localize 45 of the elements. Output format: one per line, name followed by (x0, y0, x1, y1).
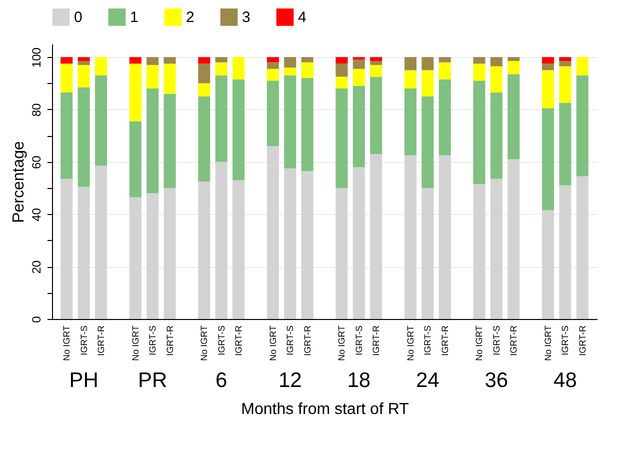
text: 12 (278, 369, 302, 392)
text: 6 (216, 369, 228, 392)
y-tick-label: 0 (30, 316, 44, 323)
text: 18 (347, 369, 371, 392)
y-tick-label: 20 (30, 260, 44, 274)
legend-label: 1 (130, 9, 138, 26)
x-tick-label: IGRT-S (354, 326, 364, 356)
text: PR (138, 369, 168, 392)
x-tick-label: IGRT-S (560, 326, 570, 356)
y-tick-label: 60 (30, 155, 44, 170)
legend-label: 2 (186, 9, 194, 26)
x-tick-label: IGRT-S (216, 326, 226, 356)
legend-label: 4 (298, 9, 306, 26)
x-tick-label: No IGRT (405, 325, 416, 361)
y-tick-label: 80 (30, 102, 44, 117)
text: 36 (484, 369, 508, 392)
x-tick-label: IGRT-R (371, 325, 382, 356)
x-tick-label: IGRT-R (440, 325, 450, 356)
x-tick-label: IGRT-R (164, 325, 175, 356)
x-tick-label: No IGRT (543, 325, 553, 361)
y-tick-label: 40 (30, 208, 44, 222)
x-tick-label: IGRT-R (234, 325, 244, 356)
x-tick-label: No IGRT (268, 325, 278, 361)
x-tick-label: IGRT-S (78, 326, 89, 356)
x-tick-label: IGRT-R (96, 325, 106, 356)
y-axis-title: Percentage (10, 140, 28, 223)
x-tick-label: No IGRT (199, 325, 210, 361)
y-tick-label: 100 (30, 47, 44, 68)
x-tick-label: IGRT-S (422, 326, 433, 356)
text: PH (69, 369, 98, 392)
x-tick-label: IGRT-R (577, 325, 588, 356)
x-axis-title: Months from start of RT (241, 400, 410, 418)
legend-label: 0 (74, 9, 82, 26)
text: 48 (554, 369, 577, 392)
x-tick-label: IGRT-R (302, 325, 312, 356)
x-tick-label: No IGRT (336, 325, 347, 361)
x-tick-label: IGRT-S (285, 326, 296, 356)
x-tick-label: No IGRT (130, 325, 140, 361)
x-tick-label: No IGRT (474, 325, 484, 361)
x-tick-label: IGRT-S (491, 326, 502, 356)
text: 24 (416, 369, 440, 392)
x-tick-label: IGRT-R (508, 325, 519, 356)
legend-label: 3 (242, 9, 250, 26)
x-tick-label: No IGRT (62, 325, 72, 361)
x-tick-label: IGRT-S (148, 326, 158, 356)
